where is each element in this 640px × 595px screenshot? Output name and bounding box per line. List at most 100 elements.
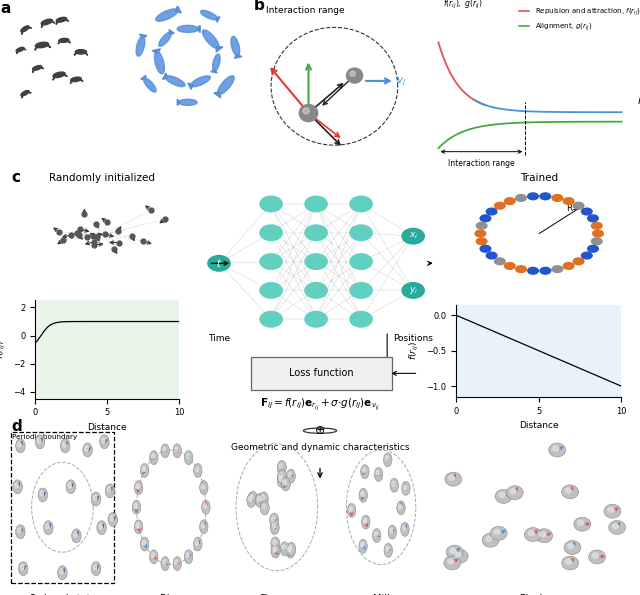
Circle shape (510, 489, 516, 494)
Circle shape (161, 557, 170, 571)
Circle shape (99, 524, 102, 529)
Circle shape (349, 282, 373, 299)
Polygon shape (66, 40, 70, 43)
Text: $v_j$: $v_j$ (396, 76, 406, 89)
Circle shape (277, 474, 286, 487)
Ellipse shape (21, 26, 29, 32)
Polygon shape (83, 52, 88, 55)
Text: $y_i$: $y_i$ (408, 285, 418, 296)
Circle shape (259, 253, 283, 270)
Circle shape (110, 516, 113, 521)
Circle shape (248, 491, 257, 505)
Circle shape (392, 481, 395, 486)
Circle shape (404, 484, 406, 489)
Circle shape (450, 548, 456, 553)
Circle shape (516, 266, 526, 273)
Circle shape (388, 525, 397, 539)
Circle shape (255, 493, 264, 508)
Circle shape (278, 469, 287, 483)
Polygon shape (22, 49, 26, 50)
Circle shape (271, 537, 280, 551)
Circle shape (18, 528, 21, 533)
Circle shape (593, 230, 604, 237)
Circle shape (582, 208, 592, 215)
Circle shape (364, 518, 367, 523)
Circle shape (132, 500, 141, 514)
Circle shape (46, 524, 49, 529)
Circle shape (548, 443, 566, 457)
Circle shape (286, 469, 295, 483)
Polygon shape (27, 27, 31, 28)
Circle shape (565, 488, 572, 493)
Circle shape (540, 193, 550, 200)
Circle shape (207, 255, 231, 272)
Circle shape (140, 537, 149, 551)
Circle shape (85, 446, 88, 451)
Circle shape (540, 267, 550, 274)
Circle shape (349, 506, 352, 512)
Circle shape (280, 472, 283, 478)
Polygon shape (211, 70, 217, 73)
Ellipse shape (35, 42, 49, 48)
Text: a: a (1, 1, 11, 16)
Ellipse shape (59, 38, 69, 42)
Circle shape (13, 480, 22, 494)
Circle shape (257, 496, 260, 502)
Circle shape (35, 435, 45, 449)
Text: R=1: R=1 (566, 204, 586, 213)
Circle shape (259, 282, 283, 299)
Circle shape (247, 493, 256, 508)
Polygon shape (216, 17, 220, 22)
Circle shape (349, 224, 373, 241)
Text: Interaction range: Interaction range (266, 6, 345, 15)
Circle shape (136, 484, 140, 488)
Circle shape (390, 528, 393, 533)
Circle shape (289, 472, 292, 477)
Ellipse shape (159, 32, 172, 46)
Circle shape (272, 524, 275, 528)
Ellipse shape (191, 76, 211, 87)
Circle shape (259, 311, 283, 328)
Circle shape (528, 267, 538, 274)
Text: Clumps: Clumps (259, 594, 295, 595)
Polygon shape (79, 79, 83, 82)
Circle shape (68, 483, 72, 488)
Circle shape (100, 435, 109, 449)
Circle shape (140, 464, 149, 477)
Circle shape (279, 464, 282, 468)
Polygon shape (74, 52, 78, 55)
Circle shape (568, 544, 573, 549)
Circle shape (552, 446, 559, 451)
Circle shape (200, 520, 208, 534)
Polygon shape (196, 25, 200, 33)
Circle shape (591, 223, 602, 229)
Circle shape (134, 481, 143, 494)
Polygon shape (17, 51, 19, 54)
Polygon shape (70, 80, 74, 84)
Ellipse shape (76, 49, 86, 54)
Circle shape (287, 542, 296, 556)
Circle shape (175, 560, 178, 565)
Circle shape (399, 504, 402, 509)
Ellipse shape (136, 36, 145, 56)
Polygon shape (175, 6, 181, 13)
Text: $\oplus$: $\oplus$ (314, 424, 326, 437)
Polygon shape (49, 21, 55, 23)
Text: Randomly initialized: Randomly initialized (49, 173, 156, 183)
Circle shape (282, 477, 291, 491)
Circle shape (93, 495, 97, 500)
Circle shape (563, 262, 574, 270)
Polygon shape (163, 73, 168, 80)
Circle shape (566, 559, 572, 564)
Text: $f(r_{ij}),\ g(r_{ij})$: $f(r_{ij}),\ g(r_{ij})$ (443, 0, 483, 11)
Circle shape (66, 480, 76, 494)
Circle shape (63, 442, 66, 447)
Circle shape (186, 454, 189, 459)
Circle shape (97, 521, 106, 535)
Circle shape (561, 485, 579, 499)
Ellipse shape (154, 51, 164, 74)
Legend: Repulsion and attraction, $f(r_{ij})$, Alignment, $g(r_{ij})$: Repulsion and attraction, $f(r_{ij})$, A… (516, 4, 640, 36)
Circle shape (136, 523, 140, 528)
Polygon shape (234, 54, 242, 58)
Circle shape (286, 544, 295, 558)
